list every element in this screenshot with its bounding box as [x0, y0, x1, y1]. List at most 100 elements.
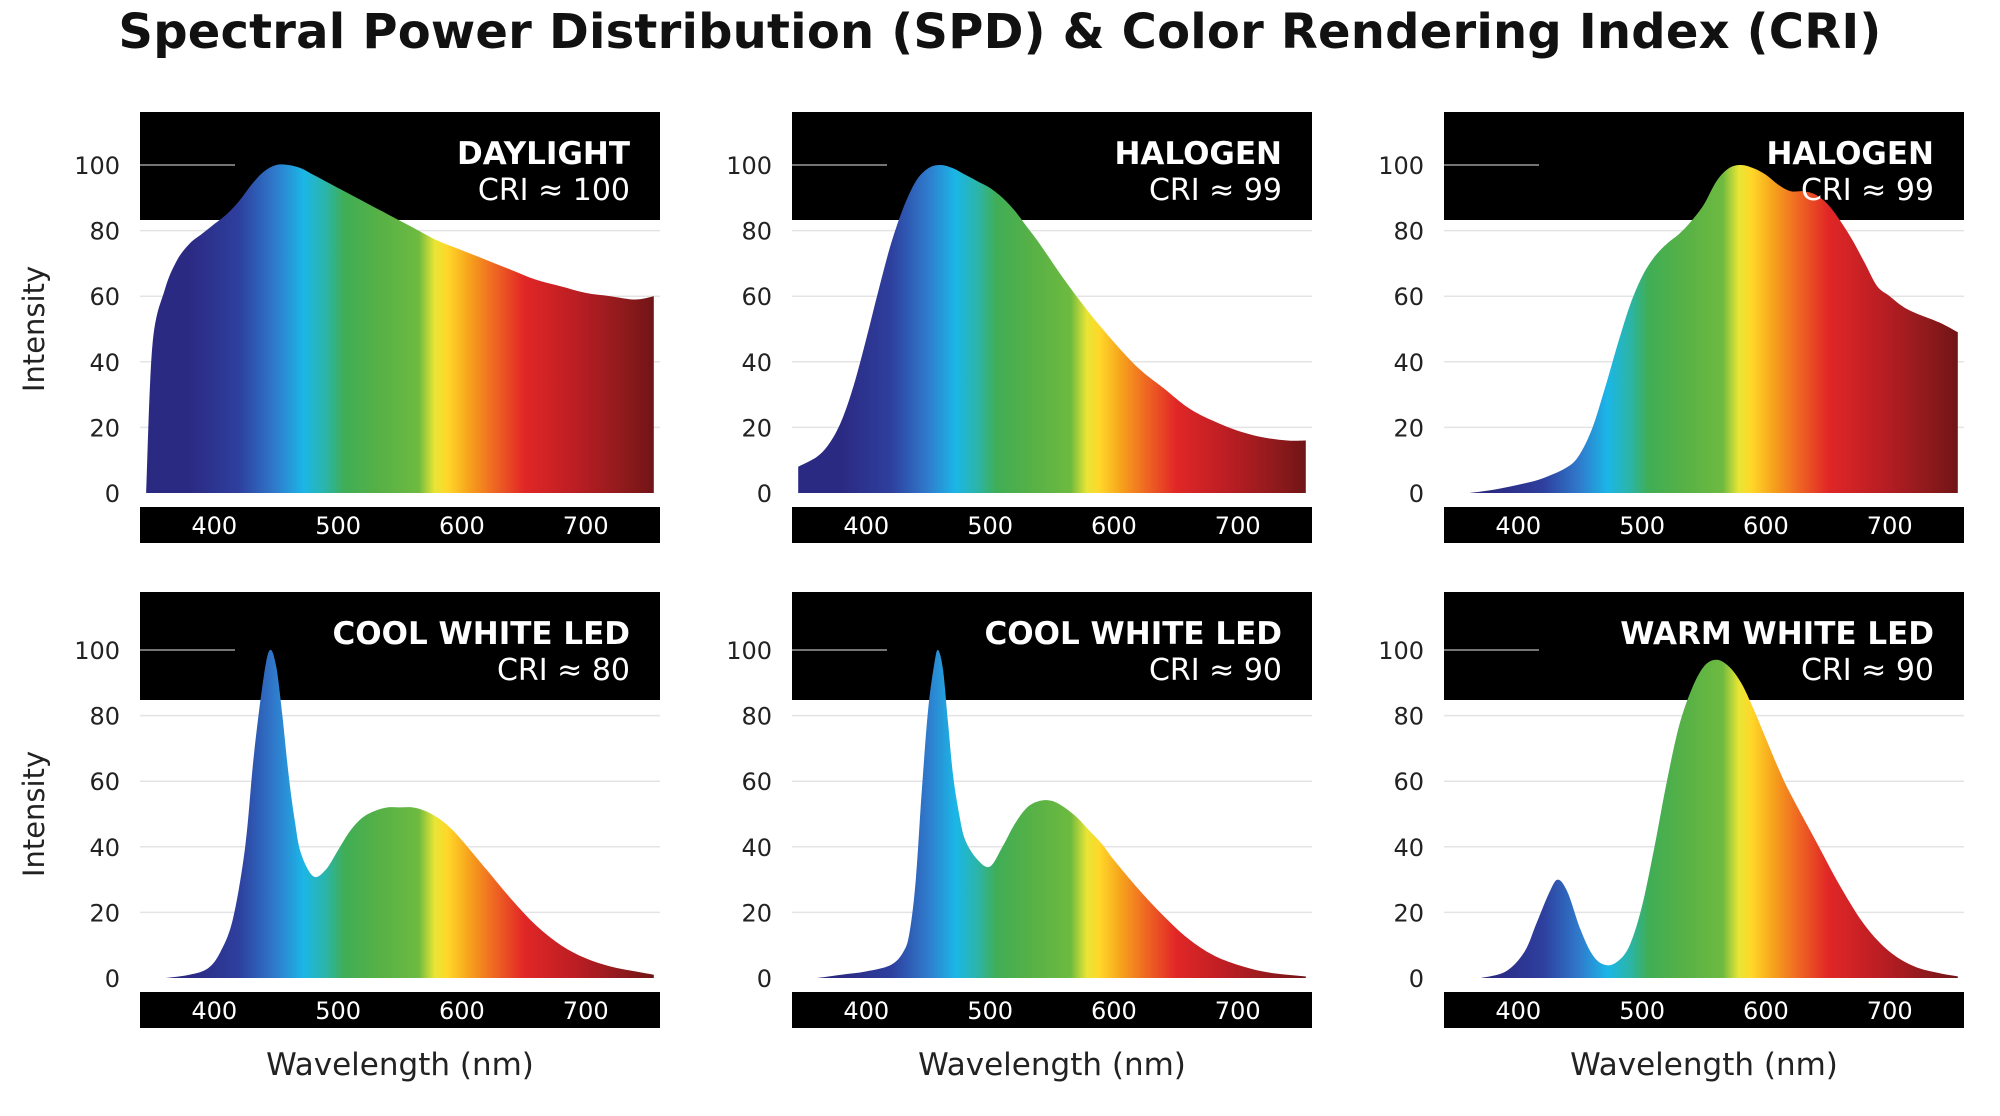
x-tick-label: 500	[967, 997, 1013, 1025]
x-axis-bar	[1444, 992, 1964, 1028]
page-title: Spectral Power Distribution (SPD) & Colo…	[118, 4, 1882, 60]
y-tick-label: 20	[89, 899, 120, 927]
y-tick-label: 20	[1393, 414, 1424, 442]
x-axis-bar	[792, 992, 1312, 1028]
y-tick-label: 80	[89, 703, 120, 731]
y-tick-label: 20	[741, 899, 772, 927]
spd-area	[146, 164, 654, 493]
x-axis-bar	[1444, 507, 1964, 543]
x-axis-bar	[792, 507, 1312, 543]
spd-area	[1468, 165, 1958, 493]
y-tick-label: 40	[741, 349, 772, 377]
y-tick-label: 80	[89, 218, 120, 246]
x-axis-bar	[140, 507, 660, 543]
y-axis-label: Intensity	[17, 751, 51, 877]
x-tick-label: 400	[843, 512, 889, 540]
y-tick-label: 0	[1409, 480, 1424, 508]
y-tick-label: 0	[105, 965, 120, 993]
y-tick-label: 100	[74, 152, 120, 180]
y-tick-label: 40	[1393, 834, 1424, 862]
x-tick-label: 700	[1867, 997, 1913, 1025]
x-tick-label: 400	[191, 997, 237, 1025]
y-tick-label: 100	[726, 637, 772, 665]
y-tick-label: 60	[1393, 283, 1424, 311]
y-tick-label: 100	[74, 637, 120, 665]
panel-title: DAYLIGHT	[457, 136, 630, 172]
x-tick-label: 700	[1867, 512, 1913, 540]
y-tick-label: 20	[89, 414, 120, 442]
y-tick-label: 20	[741, 414, 772, 442]
y-tick-label: 0	[757, 480, 772, 508]
x-tick-label: 500	[1619, 997, 1665, 1025]
panel-title: COOL WHITE LED	[985, 616, 1282, 652]
x-tick-label: 700	[1215, 997, 1261, 1025]
y-tick-label: 60	[89, 283, 120, 311]
y-tick-label: 40	[89, 834, 120, 862]
y-tick-label: 20	[1393, 899, 1424, 927]
spd-area	[798, 165, 1306, 493]
x-tick-label: 700	[1215, 512, 1261, 540]
y-tick-label: 100	[726, 152, 772, 180]
cri-value: CRI ≈ 99	[1149, 173, 1282, 208]
panel-title: WARM WHITE LED	[1620, 616, 1934, 652]
y-tick-label: 0	[105, 480, 120, 508]
x-axis-label: Wavelength (nm)	[1570, 1047, 1838, 1083]
panel-title: COOL WHITE LED	[333, 616, 630, 652]
cri-value: CRI ≈ 90	[1801, 653, 1934, 688]
panel-title-box	[140, 112, 660, 220]
x-tick-label: 500	[315, 997, 361, 1025]
panel-title-box	[792, 112, 1312, 220]
y-tick-label: 40	[1393, 349, 1424, 377]
y-tick-label: 40	[89, 349, 120, 377]
y-axis-label: Intensity	[17, 266, 51, 392]
x-axis-bar	[140, 992, 660, 1028]
spd-area	[816, 649, 1306, 978]
x-tick-label: 500	[967, 512, 1013, 540]
x-tick-label: 500	[315, 512, 361, 540]
y-tick-label: 60	[741, 283, 772, 311]
panel-title-box	[1444, 112, 1964, 220]
x-tick-label: 400	[843, 997, 889, 1025]
x-tick-label: 600	[1743, 512, 1789, 540]
x-axis-label: Wavelength (nm)	[266, 1047, 534, 1083]
spd-area	[1481, 659, 1958, 978]
y-tick-label: 60	[1393, 768, 1424, 796]
cri-value: CRI ≈ 99	[1801, 173, 1934, 208]
cri-value: CRI ≈ 100	[478, 173, 630, 208]
y-tick-label: 80	[1393, 218, 1424, 246]
y-tick-label: 100	[1378, 637, 1424, 665]
cri-value: CRI ≈ 80	[497, 653, 630, 688]
y-tick-label: 80	[741, 703, 772, 731]
x-tick-label: 400	[191, 512, 237, 540]
x-tick-label: 600	[439, 997, 485, 1025]
cri-value: CRI ≈ 90	[1149, 653, 1282, 688]
y-tick-label: 60	[89, 768, 120, 796]
y-tick-label: 80	[741, 218, 772, 246]
x-axis-label: Wavelength (nm)	[918, 1047, 1186, 1083]
x-tick-label: 600	[1743, 997, 1789, 1025]
y-tick-label: 60	[741, 768, 772, 796]
y-tick-label: 100	[1378, 152, 1424, 180]
y-tick-label: 80	[1393, 703, 1424, 731]
x-tick-label: 500	[1619, 512, 1665, 540]
panel-title-box	[140, 592, 660, 700]
panel-title: HALOGEN	[1766, 136, 1934, 172]
x-tick-label: 400	[1495, 997, 1541, 1025]
y-tick-label: 0	[1409, 965, 1424, 993]
y-tick-label: 40	[741, 834, 772, 862]
x-tick-label: 600	[439, 512, 485, 540]
spd-area	[164, 649, 654, 978]
y-tick-label: 0	[757, 965, 772, 993]
x-tick-label: 700	[563, 997, 609, 1025]
x-tick-label: 400	[1495, 512, 1541, 540]
panel-title: HALOGEN	[1114, 136, 1282, 172]
panel-title-box	[792, 592, 1312, 700]
x-tick-label: 700	[563, 512, 609, 540]
